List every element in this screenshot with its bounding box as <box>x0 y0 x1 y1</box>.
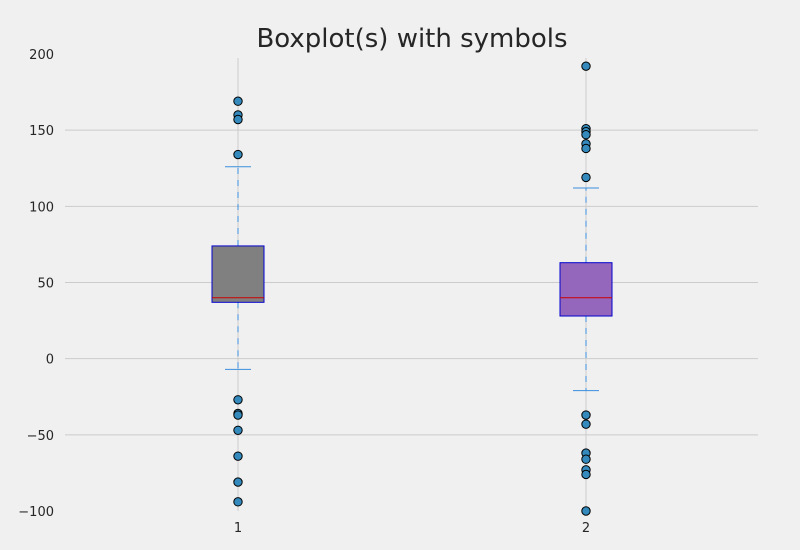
box-group-1 <box>211 96 265 507</box>
y-tick-label: 0 <box>46 353 54 368</box>
box-iqr <box>211 245 265 303</box>
y-tick-label: 100 <box>29 200 54 215</box>
outlier-point <box>581 130 591 140</box>
y-tick-label: 150 <box>29 124 54 139</box>
outlier-point <box>581 419 591 429</box>
outlier-point <box>581 506 591 516</box>
x-tick-label: 2 <box>582 521 590 536</box>
outlier-point <box>233 410 243 420</box>
outlier-point <box>581 61 591 71</box>
grid-lines <box>65 58 758 511</box>
boxes <box>211 61 613 516</box>
outlier-point <box>233 477 243 487</box>
box-group-2 <box>559 61 613 516</box>
outlier-point <box>233 425 243 435</box>
outlier-point <box>581 143 591 154</box>
outlier-point <box>581 454 591 464</box>
outlier-point <box>581 469 591 480</box>
outlier-point <box>233 451 243 461</box>
box-iqr <box>559 262 613 317</box>
outlier-point <box>233 395 243 405</box>
outlier-point <box>233 149 243 160</box>
y-tick-labels: −100 −50 0 50 100 150 200 <box>18 48 54 520</box>
outlier-point <box>233 96 243 106</box>
chart-title: Boxplot(s) with symbols <box>256 24 567 54</box>
y-tick-label: −100 <box>18 505 54 520</box>
y-tick-label: 200 <box>29 48 54 63</box>
y-tick-label: 50 <box>37 277 54 292</box>
y-tick-label: −50 <box>27 429 54 444</box>
outlier-point <box>581 172 591 183</box>
outlier-point <box>233 114 243 125</box>
outlier-point <box>581 410 591 420</box>
outlier-point <box>233 497 243 507</box>
x-tick-label: 1 <box>234 521 242 536</box>
